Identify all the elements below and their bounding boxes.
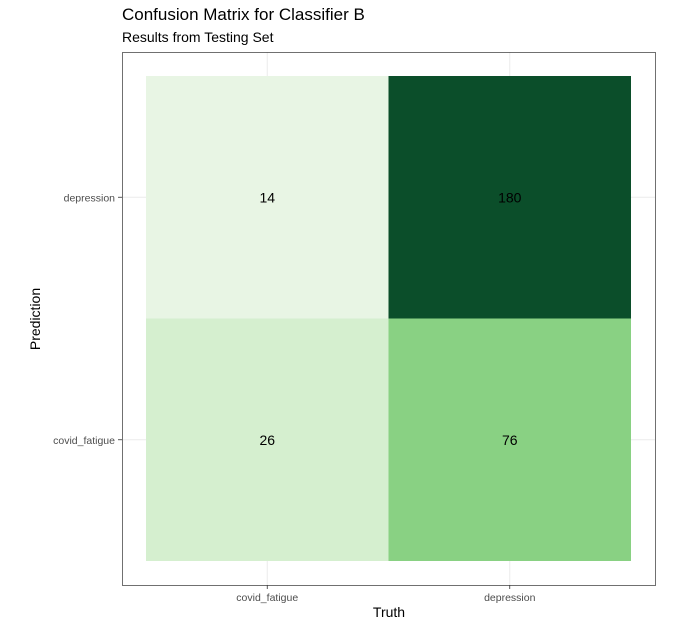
- x-axis-ticks: covid_fatigue depression: [236, 585, 536, 604]
- chart-title: Confusion Matrix for Classifier B: [122, 5, 365, 24]
- cell-value-label: 180: [498, 189, 522, 205]
- heatmap-cell: [146, 76, 389, 319]
- heatmap-cell: [388, 318, 631, 561]
- plot-panel-border: [122, 52, 656, 586]
- heatmap-cell: [388, 76, 631, 319]
- cell-value-label: 14: [259, 189, 275, 205]
- x-axis-title: Truth: [373, 604, 405, 620]
- cell-value-label: 26: [259, 432, 275, 448]
- cell-value-label: 76: [502, 432, 518, 448]
- heatmap-cell: [146, 318, 389, 561]
- heatmap-cells: [146, 76, 631, 561]
- y-axis-title: Prediction: [27, 288, 43, 350]
- x-tick-label: depression: [484, 592, 536, 604]
- x-tick-label: covid_fatigue: [236, 592, 298, 604]
- y-axis-ticks: covid_fatigue depression: [53, 192, 122, 447]
- y-tick-label: depression: [64, 192, 116, 204]
- cell-value-labels: 14 180 26 76: [259, 189, 521, 448]
- chart-subtitle: Results from Testing Set: [122, 29, 274, 45]
- y-tick-label: covid_fatigue: [53, 435, 115, 447]
